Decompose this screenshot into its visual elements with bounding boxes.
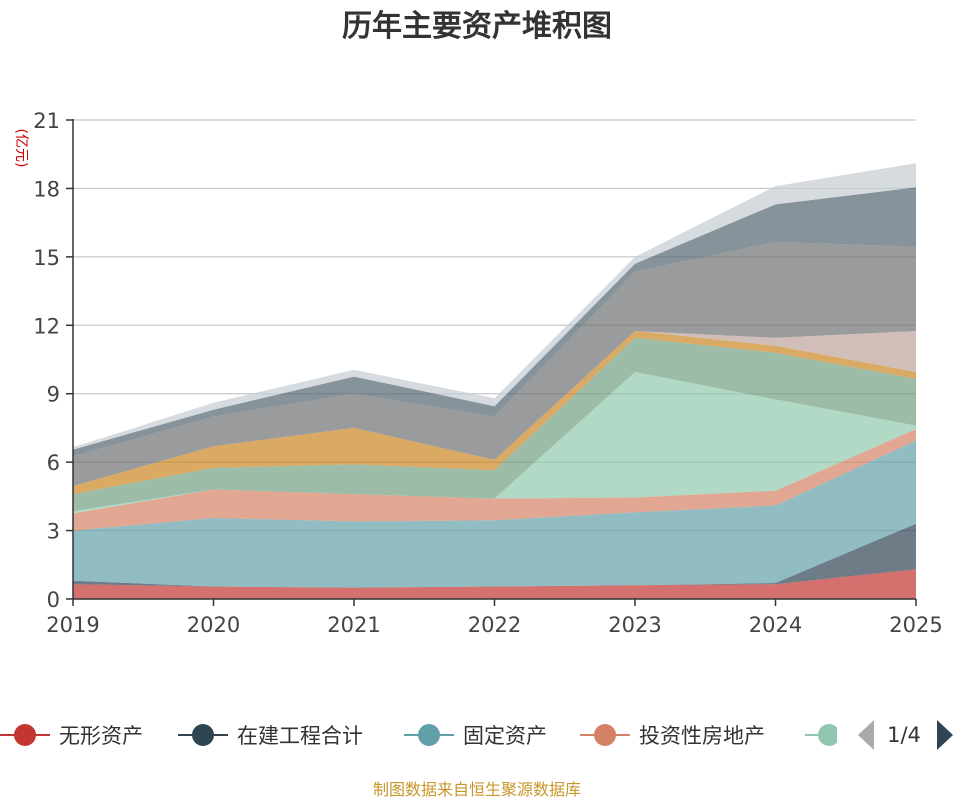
legend-pager: 1/4 [858,720,953,750]
legend-dot-marker [192,724,214,746]
y-tick-label: 9 [47,383,60,407]
area-series11 [73,163,916,450]
legend-item[interactable]: 投资性房地产 [580,724,765,748]
legend-item[interactable]: 无形资产 [0,724,143,748]
x-axis-ticks: 2019 2020 2021 2022 2023 2024 2025 [46,599,943,637]
legend-prev-arrow-icon[interactable] [858,720,874,750]
area-series10 [73,187,916,457]
chart-title: 历年主要资产堆积图 [342,9,612,44]
y-tick-label: 21 [33,109,60,133]
legend-next-arrow-icon[interactable] [937,720,953,750]
x-tick-label: 2025 [889,613,942,637]
x-tick-label: 2021 [327,613,380,637]
x-tick-label: 2024 [749,613,802,637]
legend-dot-marker [14,724,36,746]
y-tick-label: 3 [47,520,60,544]
area-无形资产 [73,569,916,599]
x-tick-label: 2022 [468,613,521,637]
y-tick-label: 15 [33,246,60,270]
area-series9 [73,242,916,487]
x-tick-label: 2023 [608,613,661,637]
legend-item[interactable]: 固定资产 [404,724,547,748]
legend-label: 无形资产 [59,724,143,748]
legend-label: 投资性房地产 [639,724,765,748]
y-tick-label: 18 [33,177,60,201]
legend-label: 固定资产 [463,724,547,748]
legend-dot-marker [818,724,837,746]
y-axis-unit-label: (亿元) [13,129,29,168]
data-source-note: 制图数据来自恒生聚源数据库 [373,780,581,799]
legend-page-indicator: 1/4 [887,723,921,747]
y-axis-ticks: 0 3 6 9 12 15 18 21 [33,109,73,612]
area-series6 [73,337,916,512]
area-固定资产 [73,440,916,588]
legend-dot-marker [594,724,616,746]
legend-item[interactable]: 在建工程合计 [178,724,363,748]
stacked-areas [73,163,916,599]
y-tick-label: 12 [33,314,60,338]
legend-item-partial[interactable] [805,724,845,746]
y-tick-label: 0 [47,588,60,612]
legend: 无形资产 在建工程合计 固定资产 投资性房地产 [0,724,845,748]
legend-dot-marker [418,724,440,746]
area-series7 [73,331,916,495]
area-series8 [73,331,916,487]
area-投资性房地产 [73,429,916,531]
legend-label: 在建工程合计 [237,724,363,748]
area-series5 [73,372,916,514]
x-tick-label: 2020 [187,613,240,637]
x-tick-label: 2019 [46,613,99,637]
y-tick-label: 6 [47,451,60,475]
